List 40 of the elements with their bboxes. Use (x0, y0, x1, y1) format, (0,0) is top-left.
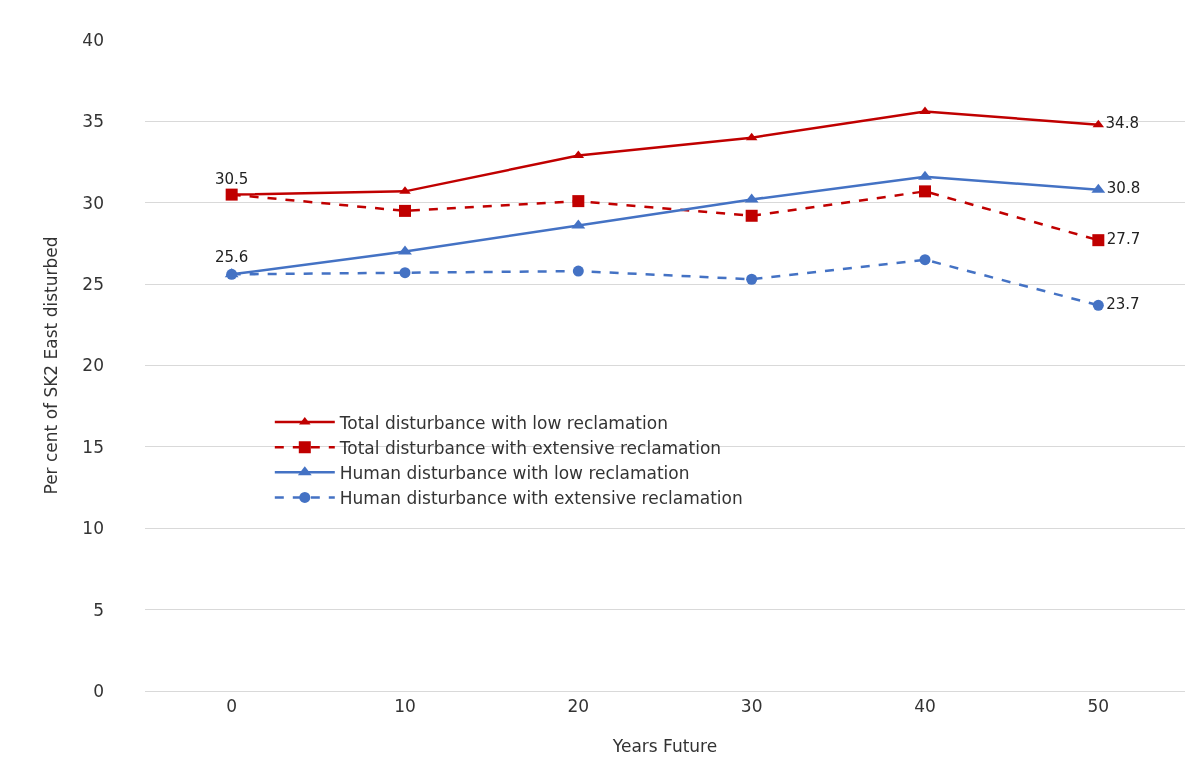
legend-label: Total disturbance with extensive reclamation (338, 437, 722, 458)
y-tick-label: 30 (82, 192, 104, 213)
point (1092, 299, 1104, 311)
data-label: 23.7 (1106, 295, 1140, 314)
x-axis-title: Years Future (611, 736, 718, 756)
data-label: 30.5 (214, 169, 249, 188)
y-tick-label: 40 (82, 29, 104, 50)
point (572, 265, 584, 277)
data-label: 34.8 (1105, 114, 1139, 133)
point (398, 245, 412, 255)
point (918, 170, 932, 180)
y-tick-label: 5 (93, 599, 104, 620)
y-tick-label: 10 (82, 518, 104, 539)
point (399, 204, 411, 217)
legend-label: Total disturbance with low reclamation (338, 412, 668, 433)
y-tick-label: 0 (93, 680, 104, 701)
y-tick-label: 25 (82, 274, 104, 295)
point (1092, 234, 1105, 247)
legend-label: Human disturbance with low reclamation (339, 462, 690, 483)
point (399, 267, 411, 279)
point (919, 254, 931, 266)
y-axis-title: Per cent of SK2 East disturbed (40, 236, 61, 495)
point (919, 106, 931, 115)
x-tick-label: 30 (740, 696, 763, 717)
legend-label: Human disturbance with extensive reclamation (339, 488, 743, 509)
x-tick-label: 20 (567, 696, 590, 717)
data-label: 30.8 (1106, 179, 1141, 198)
x-tick-label: 10 (394, 696, 416, 717)
point (745, 209, 758, 222)
x-tick-label: 40 (914, 696, 936, 717)
point (746, 273, 758, 285)
y-tick-label: 35 (82, 111, 104, 132)
y-tick-label: 20 (82, 355, 104, 376)
data-label: 27.7 (1106, 229, 1141, 248)
data-label: 25.6 (214, 248, 249, 267)
y-tick-label: 15 (82, 436, 104, 457)
point (919, 185, 931, 198)
point (572, 195, 585, 208)
x-tick-label: 0 (226, 696, 238, 717)
x-tick-label: 50 (1087, 696, 1110, 717)
